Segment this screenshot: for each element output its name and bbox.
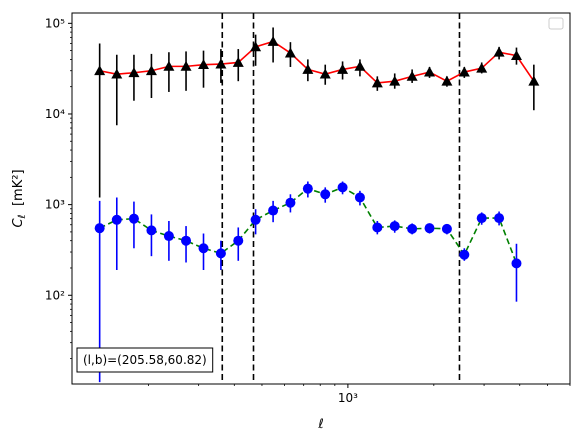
data-point-circle (198, 243, 209, 254)
data-point-circle (494, 213, 505, 224)
data-point-circle (337, 182, 348, 193)
data-point-triangle (128, 67, 140, 78)
legend-box (548, 17, 564, 30)
y-tick-label: 10² (45, 288, 65, 302)
data-point-triangle (284, 47, 296, 58)
data-point-triangle (389, 75, 401, 86)
series-group (94, 27, 540, 198)
data-point-circle (285, 197, 296, 208)
data-point-circle (268, 205, 279, 216)
data-point-circle (181, 235, 192, 246)
data-point-circle (511, 258, 522, 269)
y-tick-label: 10⁴ (45, 107, 65, 121)
data-point-triangle (145, 65, 157, 76)
data-point-triangle (111, 68, 123, 79)
data-point-triangle (424, 66, 436, 77)
data-point-circle (233, 235, 244, 246)
data-point-triangle (94, 65, 106, 76)
data-point-triangle (406, 70, 418, 81)
data-point-circle (372, 222, 383, 233)
data-point-triangle (476, 62, 488, 73)
data-point-triangle (510, 50, 522, 61)
data-point-triangle (302, 63, 314, 74)
x-tick-label: 10³ (338, 391, 358, 405)
y-axis-label: Cℓ [mK²] (11, 169, 28, 227)
data-point-triangle (319, 68, 331, 79)
data-point-triangle (267, 36, 279, 46)
data-point-circle (407, 223, 418, 234)
data-point-circle (111, 214, 122, 225)
data-point-circle (215, 248, 226, 259)
data-point-triangle (458, 66, 470, 77)
data-point-circle (389, 221, 400, 232)
data-point-circle (163, 231, 174, 242)
data-point-circle (459, 249, 470, 260)
data-point-circle (424, 223, 435, 234)
data-point-triangle (371, 77, 383, 88)
data-point-triangle (198, 59, 210, 70)
data-point-circle (128, 213, 139, 224)
legend (548, 17, 564, 30)
data-point-circle (302, 183, 313, 194)
y-tick-label: 10³ (45, 198, 65, 212)
data-point-triangle (493, 46, 505, 57)
data-point-triangle (232, 56, 244, 67)
data-point-circle (320, 189, 331, 200)
data-point-triangle (354, 60, 366, 71)
data-point-triangle (441, 75, 453, 86)
axis-ticks: 10² 10³ 10⁴ 10⁵ 10³ (45, 16, 571, 405)
data-point-circle (441, 223, 452, 234)
coordinate-annotation: (l,b)=(205.58,60.82) (76, 347, 214, 373)
series-group (94, 181, 522, 383)
data-point-circle (354, 192, 365, 203)
annotation-text: (l,b)=(205.58,60.82) (83, 353, 207, 367)
data-point-triangle (163, 60, 175, 71)
data-point-circle (146, 225, 157, 236)
y-tick-label: 10⁵ (45, 16, 65, 30)
data-point-triangle (215, 58, 227, 69)
data-series (94, 27, 540, 383)
data-point-triangle (180, 60, 192, 71)
x-axis-label: ℓ (317, 417, 323, 432)
axis-labels: ℓ Cℓ [mK²] (11, 169, 324, 432)
axes-frame (71, 12, 571, 385)
data-point-triangle (337, 63, 349, 74)
data-point-triangle (250, 41, 262, 52)
annotation-box (76, 347, 214, 373)
data-point-circle (94, 223, 105, 234)
data-point-triangle (528, 75, 540, 86)
data-point-circle (250, 214, 261, 225)
data-point-circle (476, 213, 487, 224)
